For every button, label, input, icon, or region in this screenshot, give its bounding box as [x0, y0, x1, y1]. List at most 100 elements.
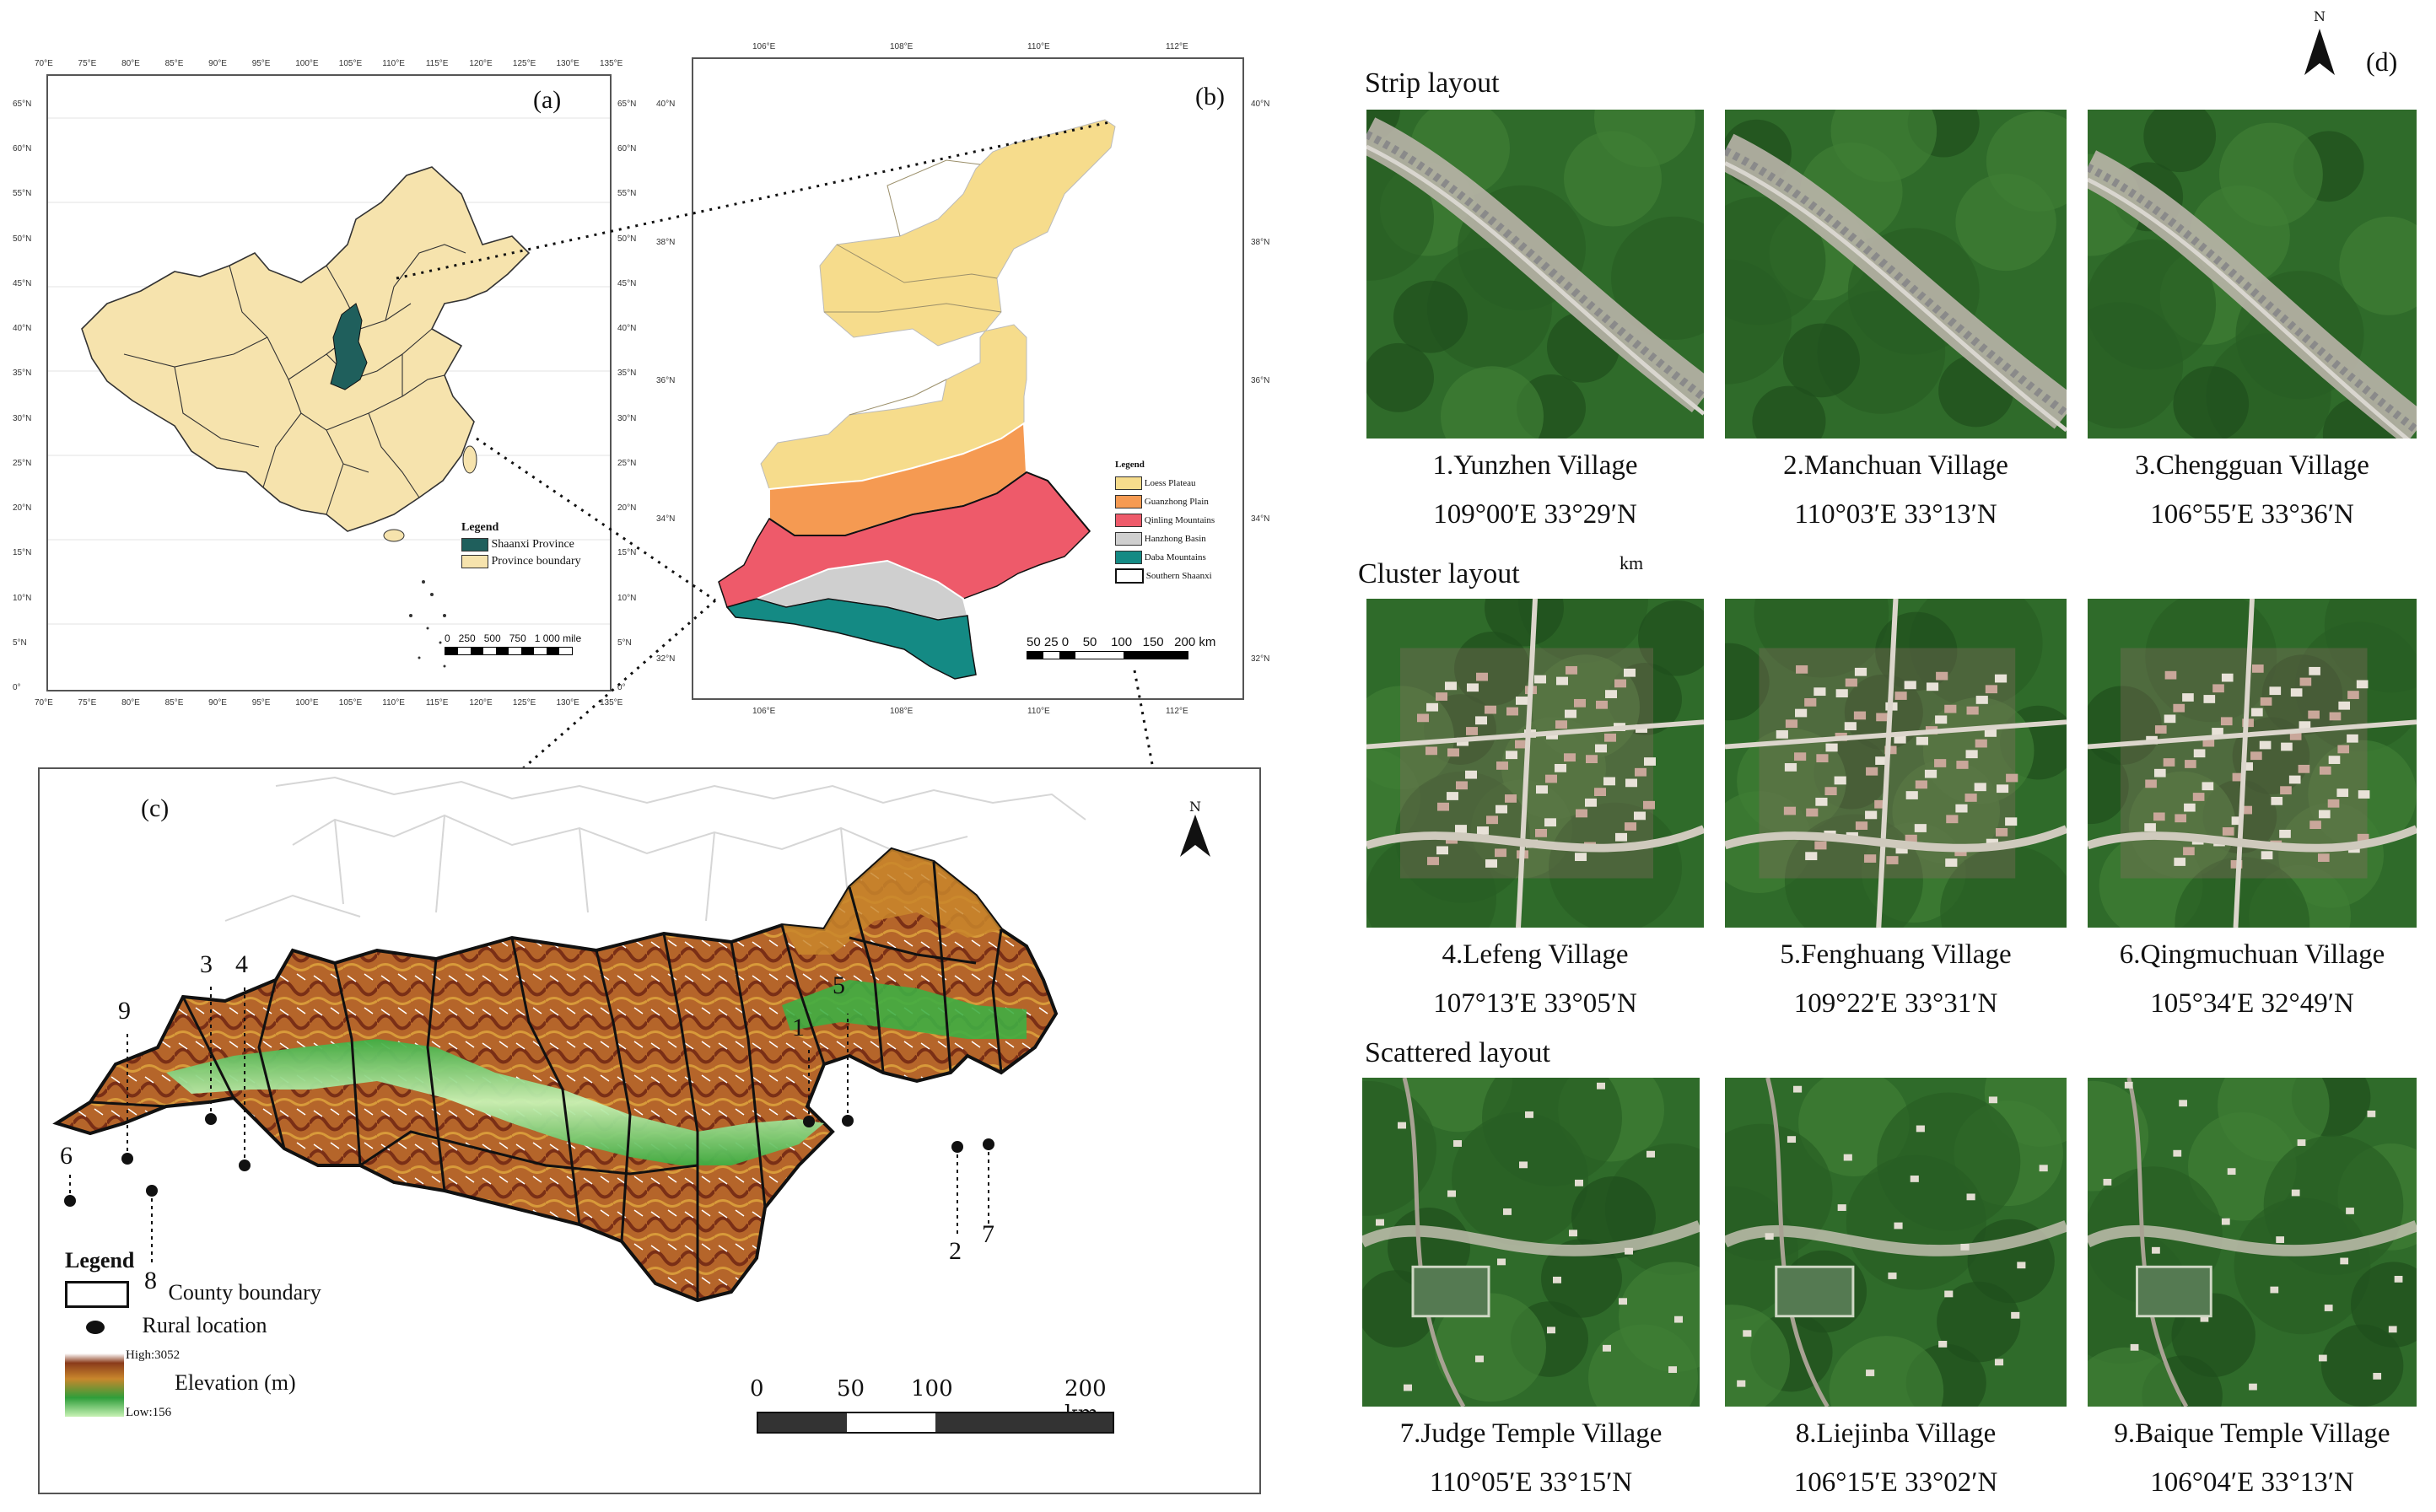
lon-tick-top: 106°E	[752, 42, 776, 51]
lon-tick-top: 90°E	[208, 59, 227, 68]
lon-tick-bottom: 100°E	[295, 698, 319, 708]
village-satellite-image	[1366, 599, 1704, 928]
village-satellite-image	[1366, 110, 1704, 439]
legend-swatch-county	[65, 1281, 129, 1309]
legend-dot-rural	[86, 1321, 105, 1335]
lat-tick-right: 45°N	[617, 278, 637, 288]
lat-tick-left: 36°N	[656, 376, 676, 385]
legend-title: Legend	[65, 1248, 135, 1273]
lon-tick-bottom: 80°E	[121, 698, 140, 708]
panel-a-scalebar: 0 250 500 750 1 000 mile	[445, 632, 581, 655]
lat-tick-left: 34°N	[656, 514, 676, 524]
panel-b-shaanxi-map: (b) Legend Loess Plateau Guanzhong Plain…	[692, 57, 1244, 700]
lat-tick-right: 60°N	[617, 144, 637, 154]
lat-tick-left: 65°N	[13, 100, 32, 109]
legend-swatch-guanzhong	[1115, 495, 1142, 509]
shaanxi-regions-map	[718, 118, 1117, 680]
lat-tick-left: 5°N	[13, 638, 27, 648]
panel-a-label: (a)	[533, 86, 562, 114]
panel-d-village-gallery: (d) N km Strip layout 1.Yunzhen Village 10…	[1341, 0, 2436, 1512]
north-arrow-c: N	[1178, 799, 1212, 860]
elevation-ramp	[65, 1353, 124, 1418]
lat-tick-right: 35°N	[617, 369, 637, 379]
village-coordinates: 109°22′E 33°31′N	[1793, 988, 1998, 1019]
north-arrow-icon	[1180, 815, 1210, 857]
lat-tick-right: 38°N	[1251, 238, 1270, 247]
southern-shaanxi-elevation-map	[52, 776, 1086, 1303]
scale-0: 0	[750, 1376, 764, 1402]
lon-tick-top: 135°E	[600, 59, 623, 68]
north-label: N	[1189, 799, 1201, 815]
scale-text: 50 25 0 50 100 150 200 km	[1027, 635, 1216, 649]
lon-tick-top: 105°E	[338, 59, 363, 68]
lat-tick-left: 32°N	[656, 654, 676, 664]
village-name: 4.Lefeng Village	[1442, 939, 1629, 970]
lat-tick-right: 10°N	[617, 593, 637, 603]
lat-tick-right: 20°N	[617, 503, 637, 514]
village-name: 7.Judge Temple Village	[1399, 1418, 1663, 1449]
village-coordinates: 109°00′E 33°29′N	[1433, 499, 1637, 530]
lon-tick-top: 115°E	[425, 59, 449, 68]
legend-label-rural: Rural location	[142, 1313, 267, 1338]
lon-tick-top: 110°E	[382, 59, 405, 68]
village-coordinates: 110°03′E 33°13′N	[1794, 499, 1997, 530]
village-number-5: 5	[833, 971, 845, 999]
china-map	[48, 117, 610, 668]
scale-text: 0 250 500 750 1 000 mile	[445, 632, 582, 644]
panel-c-legend: Legend County boundary Rural location Hi…	[65, 1248, 321, 1421]
lat-tick-left: 45°N	[13, 278, 32, 288]
legend-swatch-daba	[1115, 551, 1142, 565]
village-coordinates: 106°04′E 33°13′N	[2150, 1467, 2354, 1498]
village-number-3: 3	[200, 950, 213, 978]
village-name: 2.Manchuan Village	[1783, 450, 2008, 481]
lon-tick-top: 125°E	[512, 59, 536, 68]
lat-tick-right: 40°N	[1251, 100, 1270, 109]
legend-swatch-province	[461, 555, 488, 569]
lon-tick-bottom: 110°E	[382, 698, 405, 708]
legend-label-shaanxi: Shaanxi Province	[491, 538, 574, 552]
village-satellite-image	[1725, 1078, 2067, 1407]
village-coordinates: 106°55′E 33°36′N	[2150, 499, 2354, 530]
lon-tick-top: 110°E	[1027, 42, 1050, 51]
section-title: Strip layout	[1365, 67, 1500, 99]
village-coordinates: 110°05′E 33°15′N	[1429, 1467, 1633, 1498]
lon-tick-top: 108°E	[890, 42, 914, 51]
lat-tick-right: 50°N	[617, 234, 637, 244]
elev-low: Low:156	[126, 1406, 172, 1420]
section-title: Cluster layout	[1358, 558, 1520, 589]
lat-tick-left: 55°N	[13, 189, 32, 199]
legend-label-southern: Southern Shaanxi	[1145, 571, 1212, 581]
north-arrow-d: N	[2303, 8, 2336, 78]
lat-tick-left: 0°	[13, 683, 21, 692]
village-name: 1.Yunzhen Village	[1432, 450, 1638, 481]
legend-label-hanzhong: Hanzhong Basin	[1144, 534, 1206, 544]
lon-tick-bottom: 125°E	[512, 698, 536, 708]
village-satellite-image	[2088, 599, 2417, 928]
legend-label-province: Province boundary	[491, 555, 581, 568]
lat-tick-right: 25°N	[617, 458, 637, 468]
panel-a-china-map: (a) Legend Shaanxi Province Province bou…	[46, 74, 612, 691]
lat-tick-left: 35°N	[13, 369, 32, 379]
lat-tick-left: 40°N	[13, 324, 32, 334]
elev-label: Elevation (m)	[175, 1370, 296, 1396]
village-number-9: 9	[118, 997, 131, 1025]
panel-c-scalebar: 0 50 100 200 km	[750, 1376, 1114, 1435]
lat-tick-left: 50°N	[13, 234, 32, 244]
lon-tick-bottom: 106°E	[752, 707, 776, 716]
panel-d-label: (d)	[2366, 46, 2398, 77]
village-satellite-image	[2088, 1078, 2417, 1407]
lon-tick-bottom: 115°E	[425, 698, 449, 708]
lon-tick-bottom: 105°E	[338, 698, 363, 708]
lat-tick-left: 60°N	[13, 144, 32, 154]
lat-tick-left: 15°N	[13, 548, 32, 558]
village-name: 8.Liejinba Village	[1795, 1418, 1997, 1449]
lat-tick-right: 40°N	[617, 324, 637, 334]
lat-tick-left: 25°N	[13, 458, 32, 468]
lon-tick-top: 130°E	[556, 59, 579, 68]
lon-tick-bottom: 95°E	[251, 698, 271, 708]
lon-tick-top: 70°E	[35, 59, 53, 68]
lon-tick-top: 120°E	[469, 59, 493, 68]
lon-tick-bottom: 120°E	[469, 698, 493, 708]
legend-label-loess: Loess Plateau	[1144, 478, 1196, 488]
village-satellite-image	[1725, 599, 2067, 928]
